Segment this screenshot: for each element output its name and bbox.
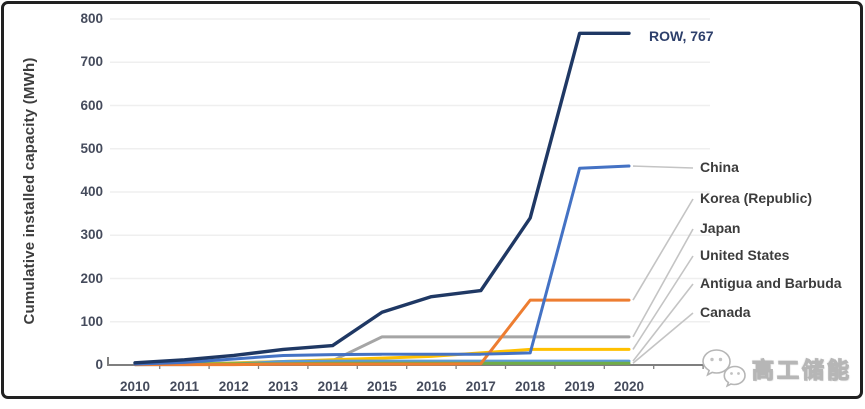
x-tick-label: 2013 — [268, 379, 299, 394]
series-line-row — [133, 31, 631, 365]
leader-line — [632, 312, 694, 364]
x-tick-label: 2010 — [119, 379, 151, 394]
x-tick-label: 2014 — [317, 379, 348, 394]
y-tick-label: 500 — [80, 140, 103, 156]
x-tick-label: 2020 — [613, 379, 645, 394]
x-tick-label: 2017 — [465, 379, 496, 394]
x-tick-label: 2012 — [218, 379, 249, 394]
y-tick-label: 100 — [80, 313, 103, 329]
series-end-label: China — [700, 159, 739, 175]
y-tick-label: 800 — [80, 11, 103, 26]
x-tick-label: 2016 — [416, 379, 447, 394]
y-axis-title: Cumulative installed capacity (MWh) — [21, 57, 38, 325]
series-end-label: Japan — [700, 220, 741, 236]
leader-line — [632, 165, 694, 169]
series-end-label-row: ROW, 767 — [649, 28, 714, 44]
x-tick-label: 2011 — [169, 379, 200, 394]
y-tick-label: 300 — [80, 227, 103, 243]
series-end-label: Korea (Republic) — [700, 190, 813, 206]
y-tick-label: 200 — [80, 270, 103, 286]
leader-line — [632, 255, 694, 350]
series-end-label: Antigua and Barbuda — [700, 275, 842, 291]
wechat-icon — [702, 349, 746, 388]
leader-line — [632, 283, 694, 362]
leader-line — [632, 228, 694, 338]
series-end-label: Canada — [700, 304, 751, 320]
y-tick-label: 0 — [95, 357, 103, 372]
x-tick-label: 2015 — [366, 379, 398, 394]
y-tick-label: 400 — [80, 184, 103, 199]
chart-frame-border — [1, 1, 863, 399]
series-end-label: United States — [700, 247, 790, 263]
y-tick-label: 700 — [80, 54, 103, 70]
leader-line — [632, 198, 694, 301]
watermark-text: 高工储能 — [751, 357, 853, 383]
x-tick-label: 2018 — [515, 379, 546, 394]
x-tick-label: 2019 — [564, 379, 595, 394]
series-line-korea-republic- — [133, 298, 631, 367]
watermark: 高工储能 — [701, 347, 852, 391]
series-line-china — [133, 164, 631, 366]
y-tick-label: 600 — [80, 97, 103, 113]
